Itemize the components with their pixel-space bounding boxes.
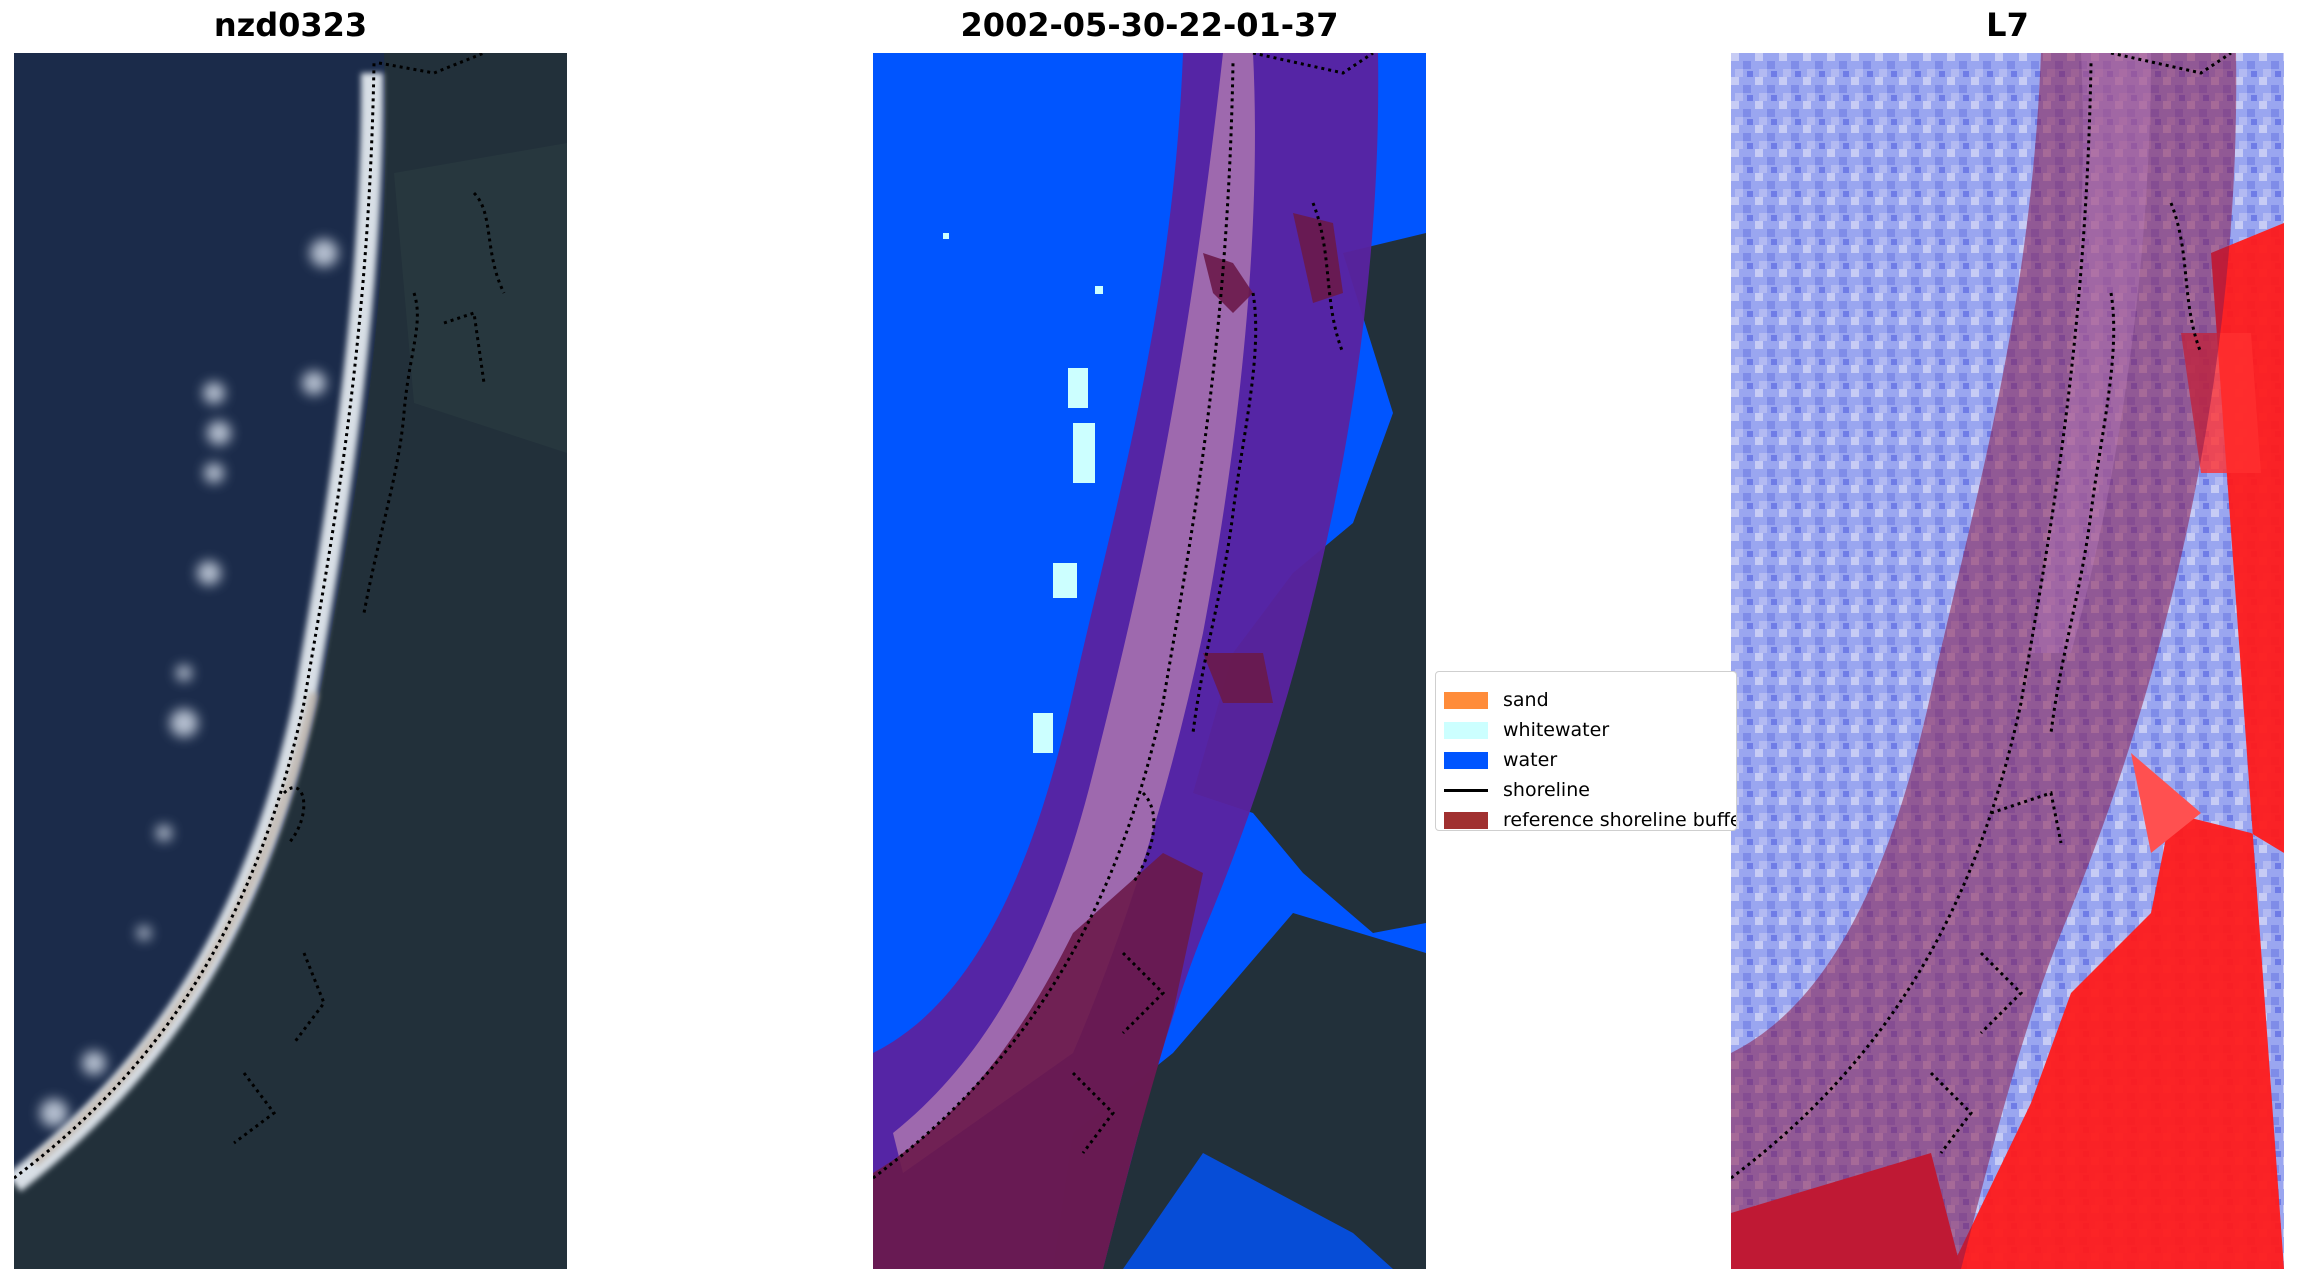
- legend-item-water: water: [1436, 748, 1557, 772]
- index-image: [1731, 53, 2284, 1269]
- shoreline-contour-classified: [873, 53, 1374, 1180]
- legend-line-shoreline: [1444, 788, 1488, 792]
- shoreline-contour-index: [1731, 53, 2232, 1180]
- rgb-image-panel: [14, 53, 567, 1269]
- legend-swatch-reference-buffer: [1444, 811, 1488, 829]
- classified-image: [873, 53, 1426, 1269]
- legend-label-water: water: [1503, 749, 1558, 771]
- legend-label-sand: sand: [1503, 689, 1549, 711]
- shoreline-contour-rgb: [14, 53, 506, 1180]
- rgb-image: [14, 53, 567, 1269]
- legend-label-reference-buffer: reference shoreline buffer: [1503, 809, 1737, 831]
- legend-swatch-water: [1444, 751, 1488, 769]
- legend-item-whitewater: whitewater: [1436, 718, 1609, 742]
- panel-title-rgb: nzd0323: [213, 6, 368, 44]
- panel-title-classified: 2002-05-30-22-01-37: [960, 6, 1339, 44]
- legend-swatch-sand: [1444, 691, 1488, 709]
- legend-label-whitewater: whitewater: [1503, 719, 1610, 741]
- classified-image-panel: [873, 53, 1426, 1269]
- panel-title-index: L7: [1986, 6, 2029, 44]
- legend-item-shoreline: shoreline: [1436, 778, 1590, 802]
- legend: sand whitewater water shoreline referenc…: [1435, 671, 1737, 831]
- reference-buffer-index: [1731, 53, 2237, 1269]
- legend-swatch-whitewater: [1444, 721, 1488, 739]
- legend-label-shoreline: shoreline: [1503, 779, 1590, 801]
- whitewater-patches: [943, 233, 1103, 753]
- index-image-panel: [1731, 53, 2284, 1269]
- legend-item-reference-buffer: reference shoreline buffer: [1436, 808, 1737, 831]
- legend-item-sand: sand: [1436, 688, 1549, 712]
